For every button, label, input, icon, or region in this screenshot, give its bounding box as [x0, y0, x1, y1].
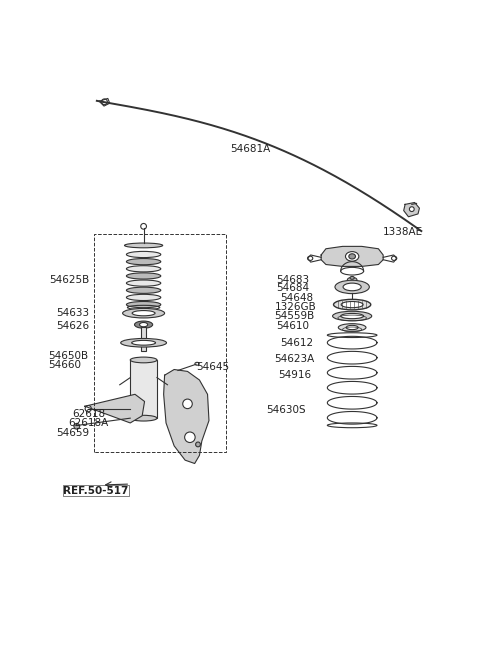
- Ellipse shape: [134, 321, 153, 328]
- Text: 62618: 62618: [72, 409, 105, 419]
- Text: 1338AE: 1338AE: [383, 227, 423, 237]
- Bar: [141, 327, 146, 351]
- Ellipse shape: [335, 280, 369, 293]
- Text: 54612: 54612: [281, 338, 314, 348]
- Text: 54626: 54626: [56, 321, 89, 331]
- Ellipse shape: [132, 310, 155, 316]
- Text: 54559B: 54559B: [275, 311, 314, 321]
- Text: 54610: 54610: [276, 320, 309, 331]
- Ellipse shape: [333, 311, 372, 321]
- Text: 54648: 54648: [281, 293, 314, 303]
- Text: 54681A: 54681A: [230, 143, 271, 153]
- Ellipse shape: [126, 280, 161, 286]
- Bar: [130, 360, 157, 418]
- Ellipse shape: [120, 339, 167, 347]
- Ellipse shape: [126, 259, 161, 265]
- Ellipse shape: [196, 442, 200, 447]
- Text: 54684: 54684: [276, 284, 309, 293]
- Ellipse shape: [338, 324, 366, 331]
- Ellipse shape: [346, 326, 358, 329]
- Ellipse shape: [341, 314, 364, 319]
- Ellipse shape: [74, 423, 80, 429]
- Text: 54633: 54633: [56, 309, 89, 318]
- Ellipse shape: [341, 301, 363, 308]
- Ellipse shape: [126, 294, 161, 301]
- Ellipse shape: [334, 299, 371, 310]
- Text: 54683: 54683: [276, 275, 309, 285]
- Ellipse shape: [350, 276, 354, 279]
- Ellipse shape: [124, 243, 163, 248]
- Ellipse shape: [343, 283, 361, 291]
- Text: 54659: 54659: [56, 428, 89, 438]
- Text: 54916: 54916: [278, 370, 312, 380]
- Polygon shape: [404, 202, 420, 217]
- Ellipse shape: [126, 301, 161, 308]
- Text: REF.50-517: REF.50-517: [63, 486, 129, 496]
- Text: 54625B: 54625B: [49, 275, 89, 285]
- Ellipse shape: [183, 399, 192, 409]
- Ellipse shape: [185, 432, 195, 443]
- Circle shape: [141, 223, 146, 229]
- Polygon shape: [164, 369, 209, 464]
- Ellipse shape: [130, 357, 157, 363]
- Ellipse shape: [308, 256, 313, 261]
- Ellipse shape: [126, 273, 161, 279]
- Text: 1326GB: 1326GB: [275, 303, 316, 312]
- Ellipse shape: [346, 252, 359, 261]
- Polygon shape: [85, 394, 144, 423]
- Ellipse shape: [392, 256, 397, 261]
- Ellipse shape: [122, 309, 165, 318]
- Text: 62618A: 62618A: [68, 418, 108, 428]
- Ellipse shape: [130, 415, 157, 421]
- Ellipse shape: [348, 277, 357, 282]
- Text: 54623A: 54623A: [275, 354, 314, 364]
- Polygon shape: [321, 246, 383, 267]
- Ellipse shape: [409, 207, 414, 212]
- Text: 54645: 54645: [196, 362, 229, 371]
- Ellipse shape: [132, 341, 156, 345]
- Text: 54660: 54660: [48, 360, 81, 369]
- Text: 54630S: 54630S: [266, 405, 306, 415]
- Ellipse shape: [126, 287, 161, 293]
- Ellipse shape: [126, 252, 161, 257]
- Ellipse shape: [126, 266, 161, 272]
- Ellipse shape: [349, 253, 356, 259]
- Circle shape: [102, 99, 108, 105]
- Text: 54650B: 54650B: [48, 351, 88, 361]
- Ellipse shape: [140, 322, 148, 327]
- Ellipse shape: [85, 405, 91, 412]
